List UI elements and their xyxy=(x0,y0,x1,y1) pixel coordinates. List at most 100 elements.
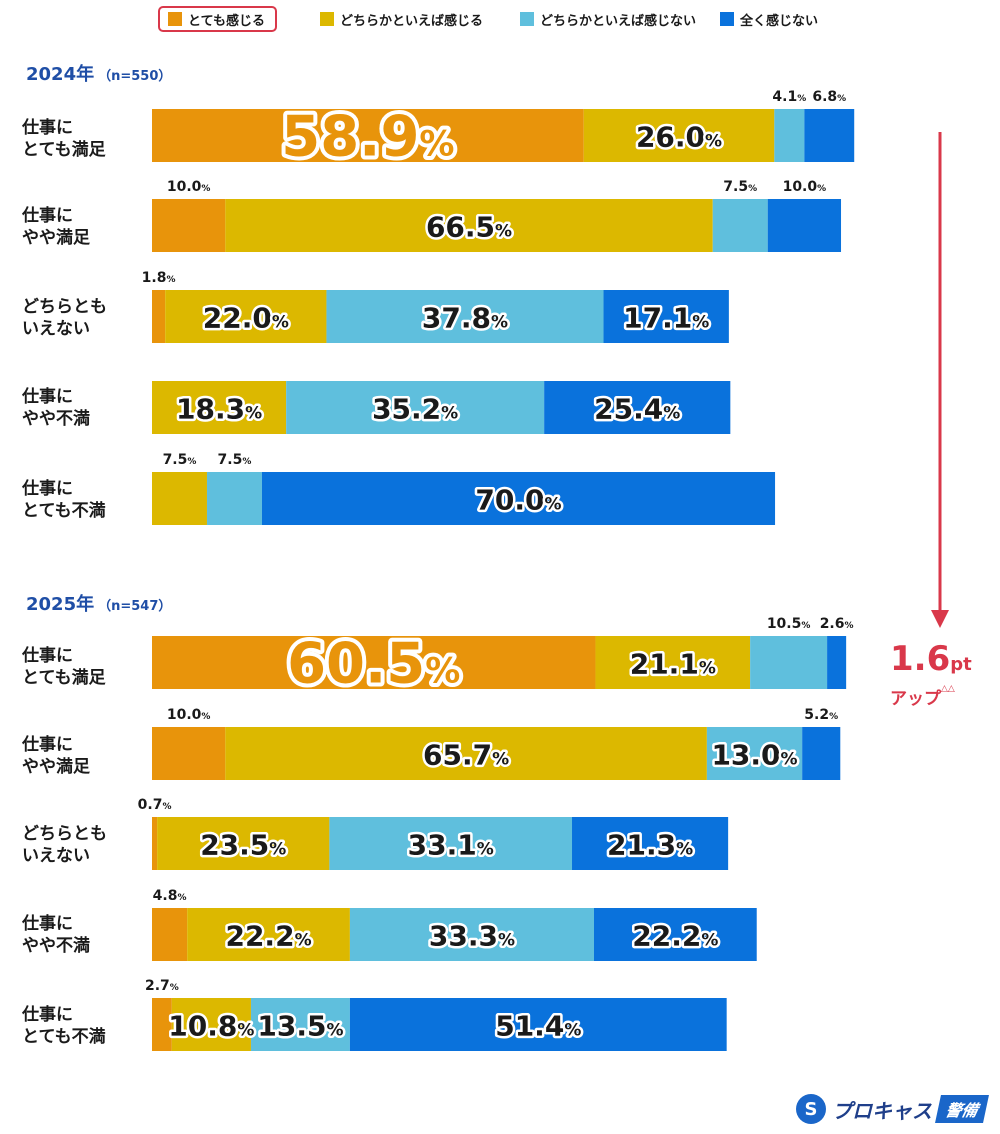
bar-label-2025年-1-2: 13.0% xyxy=(711,739,797,772)
bar-label-2024年-3-3: 25.4% xyxy=(594,393,680,426)
row-label-line: いえない xyxy=(22,846,90,866)
logo-text: プロキャス xyxy=(831,1098,932,1123)
delta-annotation: 1.6pt アップ△△ xyxy=(890,640,1000,709)
row-label-line: やや不満 xyxy=(22,936,90,956)
section-title-2025-n: （n=547） xyxy=(98,599,172,614)
bar-segment-2025年-3-3 xyxy=(593,908,757,961)
bar-segment-2024年-2-3 xyxy=(603,290,729,343)
row-label-2024-1: 仕事に やや満足 xyxy=(22,205,142,249)
row-label-line: やや満足 xyxy=(22,757,90,777)
row-label-line: 仕事に xyxy=(22,914,73,934)
bar-label-2024年-4-1: 7.5% xyxy=(163,452,197,468)
legend-swatch-3 xyxy=(720,12,734,26)
row-label-line: どちらとも xyxy=(22,824,107,844)
row-label-line: やや満足 xyxy=(22,228,90,248)
section-title-2024: 2024年 （n=550） xyxy=(26,60,171,86)
delta-label: アップ△△ xyxy=(890,684,1000,709)
brand-logo: S プロキャス 警備 xyxy=(795,1092,989,1126)
bar-segment-2025年-4-0 xyxy=(152,998,172,1051)
legend-item-2: どちらかといえば感じない xyxy=(520,6,696,32)
delta-triangles: △△ xyxy=(941,684,955,694)
bar-segment-2024年-1-0 xyxy=(152,199,226,252)
bar-label-2024年-3-1: 18.3% xyxy=(176,393,262,426)
bar-segment-2024年-2-1 xyxy=(165,290,327,343)
row-label-2024-3: 仕事に やや不満 xyxy=(22,386,142,430)
delta-unit: pt xyxy=(950,654,972,675)
row-label-2025-2: どちらとも いえない xyxy=(22,823,142,867)
bar-label-2025年-3-3: 22.2% xyxy=(632,920,718,953)
bar-segment-2025年-2-3 xyxy=(572,817,729,870)
legend-swatch-0 xyxy=(168,12,182,26)
row-label-line: とても満足 xyxy=(22,668,106,688)
bar-label-2024年-1-0: 10.0% xyxy=(167,179,211,195)
row-label-line: 仕事に xyxy=(22,118,73,138)
bar-label-2025年-3-0: 4.8% xyxy=(153,888,187,904)
section-title-2024-year: 2024年 xyxy=(26,64,95,85)
bar-segment-2025年-2-0 xyxy=(152,817,158,870)
bar-label-2024年-2-0: 1.8% xyxy=(142,270,176,286)
row-label-2025-0: 仕事に とても満足 xyxy=(22,645,142,689)
bar-segment-2025年-0-2 xyxy=(750,636,828,689)
row-label-2025-4: 仕事に とても不満 xyxy=(22,1004,142,1048)
bar-segment-2025年-2-1 xyxy=(157,817,330,870)
bar-segment-2025年-3-2 xyxy=(349,908,594,961)
legend-label-2: どちらかといえば感じない xyxy=(540,13,697,29)
bar-label-2024年-1-2: 7.5% xyxy=(723,179,757,195)
bar-label-2025年-1-1: 65.7% xyxy=(423,739,509,772)
legend-label-3: 全く感じない xyxy=(740,13,819,29)
bar-label-2025年-4-0: 2.7% xyxy=(145,978,179,994)
legend: とても感じる どちらかといえば感じる どちらかといえば感じない 全く感じない xyxy=(158,6,838,32)
legend-swatch-1 xyxy=(320,12,334,26)
bar-label-2025年-2-1: 23.5% xyxy=(200,829,286,862)
bar-segment-2024年-0-1 xyxy=(583,109,775,162)
bar-label-2024年-0-3: 6.8% xyxy=(812,89,846,105)
bar-label-2025年-3-2: 33.3% xyxy=(429,920,515,953)
bar-label-2025年-2-2: 33.1% xyxy=(408,829,494,862)
row-label-line: 仕事に xyxy=(22,387,73,407)
bar-segment-2024年-0-3 xyxy=(804,109,855,162)
bar-label-2024年-0-2: 4.1% xyxy=(772,89,806,105)
bar-label-2025年-0-2: 10.5% xyxy=(767,616,811,632)
row-label-2025-3: 仕事に やや不満 xyxy=(22,913,142,957)
bar-label-2025年-4-2: 13.5% xyxy=(257,1010,343,1043)
bar-label-2024年-0-1: 26.0% xyxy=(636,121,722,154)
row-label-line: 仕事に xyxy=(22,1005,73,1025)
bar-label-2025年-1-3: 5.2% xyxy=(804,707,838,723)
bar-segment-2024年-2-2 xyxy=(326,290,604,343)
logo-badge: 警備 xyxy=(935,1095,989,1123)
delta-text: アップ xyxy=(890,689,941,709)
section-title-2024-n: （n=550） xyxy=(98,69,172,84)
bar-segment-2024年-3-1 xyxy=(152,381,287,434)
bar-segment-2025年-1-3 xyxy=(802,727,841,780)
row-label-2024-4: 仕事に とても不満 xyxy=(22,478,142,522)
row-label-line: 仕事に xyxy=(22,646,73,666)
delta-value: 1.6pt xyxy=(890,640,1000,684)
legend-label-1: どちらかといえば感じる xyxy=(340,13,484,29)
row-label-line: 仕事に xyxy=(22,206,73,226)
legend-item-0: とても感じる xyxy=(158,6,277,32)
bar-label-2024年-2-2: 37.8% xyxy=(422,302,508,335)
bar-segment-2025年-0-1 xyxy=(595,636,751,689)
bar-label-2025年-2-3: 21.3% xyxy=(607,829,693,862)
row-label-2024-0: 仕事に とても満足 xyxy=(22,117,142,161)
bar-segment-2024年-4-1 xyxy=(152,472,207,525)
bar-label-2024年-1-1: 66.5% xyxy=(426,211,512,244)
bar-segment-2024年-4-2 xyxy=(206,472,262,525)
bar-segment-2024年-0-2 xyxy=(774,109,805,162)
bar-segment-2024年-3-3 xyxy=(544,381,731,434)
bar-label-2025年-1-0: 10.0% xyxy=(167,707,211,723)
bar-segment-2025年-1-1 xyxy=(225,727,707,780)
row-label-line: 仕事に xyxy=(22,735,73,755)
bar-segment-2024年-4-3 xyxy=(261,472,776,525)
bar-segment-2025年-1-2 xyxy=(706,727,803,780)
row-label-line: 仕事に xyxy=(22,479,73,499)
bar-segment-2025年-3-1 xyxy=(187,908,350,961)
bar-label-2025年-3-1: 22.2% xyxy=(225,920,311,953)
section-title-2025-year: 2025年 xyxy=(26,594,95,615)
bar-segment-2024年-1-3 xyxy=(767,199,842,252)
row-label-line: どちらとも xyxy=(22,297,107,317)
bar-segment-2025年-4-2 xyxy=(250,998,350,1051)
section-title-2025: 2025年 （n=547） xyxy=(26,590,171,616)
bar-segment-2025年-4-3 xyxy=(349,998,727,1051)
